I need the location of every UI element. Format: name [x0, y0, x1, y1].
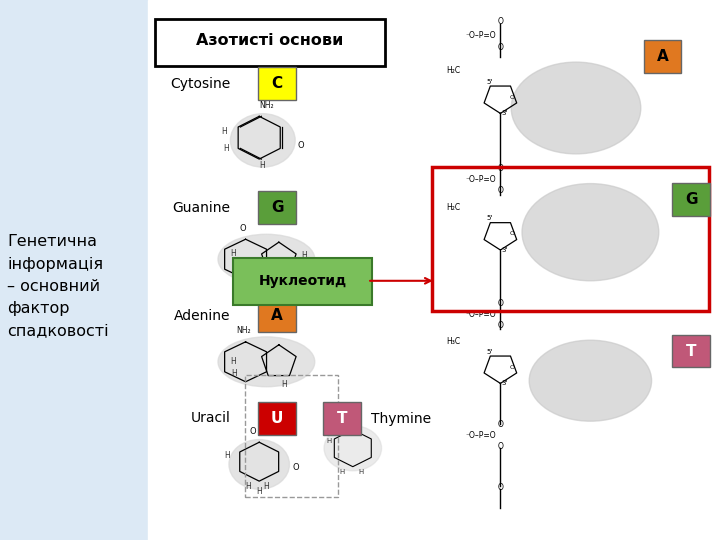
Text: A: A — [657, 49, 668, 64]
FancyBboxPatch shape — [155, 19, 385, 66]
Text: O: O — [498, 421, 503, 429]
Text: A: A — [271, 308, 283, 323]
FancyBboxPatch shape — [258, 299, 296, 333]
Text: O: O — [498, 164, 503, 173]
Text: H: H — [327, 438, 332, 444]
Ellipse shape — [529, 340, 652, 421]
FancyBboxPatch shape — [258, 192, 296, 225]
FancyBboxPatch shape — [672, 183, 710, 216]
Text: H: H — [258, 161, 264, 170]
Text: G: G — [271, 200, 284, 215]
Text: ⁻O–P=O: ⁻O–P=O — [466, 31, 497, 39]
Text: G: G — [685, 192, 698, 207]
Ellipse shape — [229, 440, 289, 489]
FancyBboxPatch shape — [233, 258, 372, 305]
Text: O: O — [498, 321, 503, 329]
Text: T: T — [337, 411, 347, 426]
Text: H₂C: H₂C — [446, 66, 461, 75]
Ellipse shape — [522, 184, 659, 281]
Text: Thymine: Thymine — [371, 411, 431, 426]
Text: Нуклеотид: Нуклеотид — [258, 274, 346, 288]
Text: H: H — [274, 278, 280, 287]
Text: H: H — [230, 357, 235, 366]
Text: H: H — [256, 488, 262, 496]
Text: 3': 3' — [501, 247, 508, 253]
Text: O: O — [240, 224, 246, 233]
Text: H: H — [282, 380, 287, 389]
Text: H: H — [282, 277, 287, 286]
Text: 5': 5' — [487, 79, 492, 85]
Text: O: O — [510, 94, 515, 100]
Ellipse shape — [218, 337, 315, 387]
Text: O: O — [498, 43, 503, 52]
Text: Uracil: Uracil — [191, 411, 230, 426]
Text: H: H — [231, 265, 237, 274]
Ellipse shape — [511, 62, 641, 154]
Ellipse shape — [230, 113, 295, 167]
Text: 3': 3' — [501, 380, 508, 387]
Text: NH₂: NH₂ — [259, 101, 274, 110]
Text: NH₂: NH₂ — [305, 260, 319, 269]
Text: O: O — [249, 427, 256, 436]
FancyBboxPatch shape — [672, 335, 710, 368]
Text: 5': 5' — [487, 349, 492, 355]
Text: H₂C: H₂C — [446, 204, 461, 212]
Text: H: H — [230, 249, 235, 258]
Text: ⁻O–P=O: ⁻O–P=O — [466, 310, 497, 319]
Text: O: O — [298, 141, 305, 150]
Text: Cytosine: Cytosine — [170, 77, 230, 91]
Text: 3': 3' — [501, 110, 508, 117]
Text: U: U — [271, 411, 284, 426]
Text: H: H — [340, 469, 345, 475]
Text: H: H — [231, 369, 237, 379]
Text: 5': 5' — [487, 215, 492, 221]
Text: H: H — [302, 251, 307, 260]
Text: O: O — [498, 299, 503, 308]
Text: O: O — [498, 442, 503, 451]
FancyBboxPatch shape — [644, 40, 681, 73]
Text: H: H — [223, 144, 229, 153]
Text: T: T — [686, 343, 696, 359]
Text: ⁻O–P=O: ⁻O–P=O — [466, 175, 497, 184]
Text: O: O — [498, 186, 503, 194]
Text: Азотисті основи: Азотисті основи — [197, 33, 343, 48]
Text: O: O — [498, 483, 503, 491]
Text: NH₂: NH₂ — [236, 326, 251, 335]
Text: H₃C: H₃C — [446, 337, 461, 346]
Text: H: H — [221, 127, 227, 136]
FancyBboxPatch shape — [258, 402, 296, 435]
Text: O: O — [498, 17, 503, 26]
Ellipse shape — [218, 234, 315, 284]
Text: H: H — [245, 482, 251, 491]
Text: O: O — [292, 463, 299, 472]
FancyBboxPatch shape — [258, 68, 296, 100]
Text: H: H — [263, 482, 269, 491]
Bar — [0, 0, 148, 540]
Text: ⁻O–P=O: ⁻O–P=O — [466, 431, 497, 440]
Text: Генетична
інформація
– основний
фактор
спадковості: Генетична інформація – основний фактор с… — [7, 234, 109, 338]
Ellipse shape — [324, 426, 382, 471]
Bar — [148, 0, 720, 540]
Text: Guanine: Guanine — [172, 201, 230, 215]
Text: Adenine: Adenine — [174, 309, 230, 323]
Text: H: H — [224, 451, 230, 461]
Text: C: C — [271, 76, 283, 91]
Bar — [245, 375, 338, 497]
Text: H: H — [359, 469, 364, 475]
Text: O: O — [510, 231, 515, 237]
Text: O: O — [510, 364, 515, 370]
FancyBboxPatch shape — [323, 402, 361, 435]
Bar — [432, 167, 709, 310]
